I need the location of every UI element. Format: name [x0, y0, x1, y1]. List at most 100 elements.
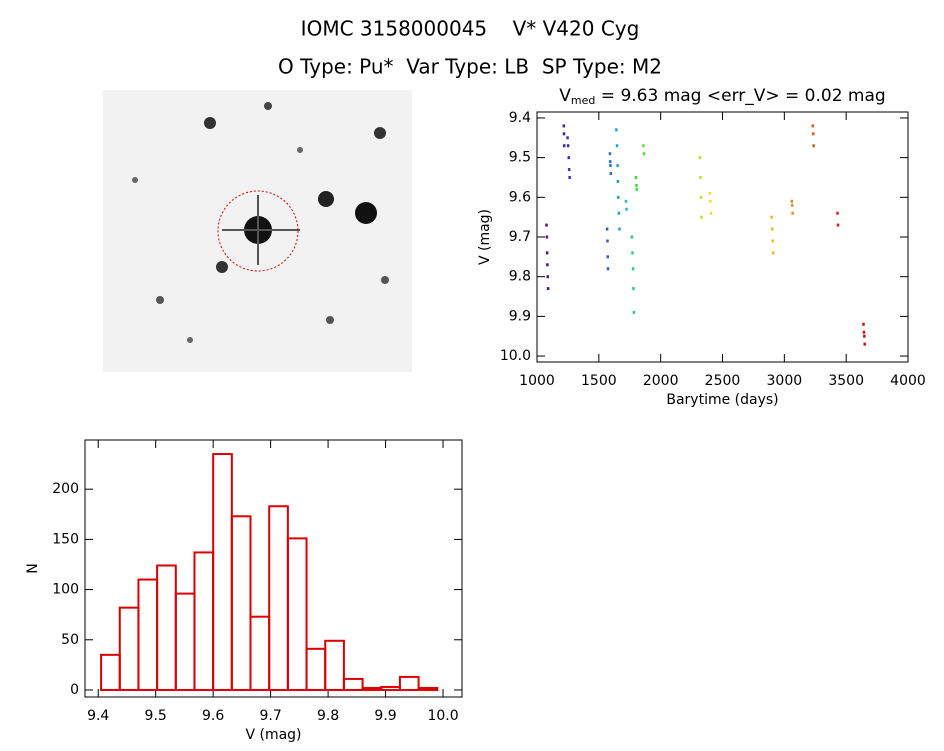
point — [811, 124, 815, 128]
point — [617, 195, 620, 199]
point — [790, 199, 794, 203]
y-tick-label: 100 — [52, 582, 79, 598]
x-tick-label: 3500 — [828, 373, 864, 389]
star — [204, 117, 216, 129]
star — [216, 261, 228, 273]
bar — [398, 675, 420, 691]
bar — [137, 578, 159, 691]
title-symbol: V — [559, 86, 571, 106]
point — [812, 132, 815, 136]
x-tick-label: 2500 — [705, 373, 741, 389]
point — [699, 175, 702, 179]
point — [615, 128, 618, 132]
point — [836, 211, 839, 215]
y-tick-label: 0 — [70, 682, 79, 698]
point — [608, 152, 612, 156]
x-tick-label: 9.5 — [145, 708, 167, 724]
point — [635, 183, 638, 187]
star — [264, 102, 272, 110]
x-tick-label: 4000 — [890, 373, 926, 389]
bar — [380, 685, 401, 691]
bar — [305, 647, 327, 691]
x-tick-label: 1500 — [581, 373, 617, 389]
y-tick-label: 9.9 — [509, 308, 531, 324]
star — [318, 191, 334, 207]
point — [606, 267, 610, 271]
y-tick-label: 200 — [52, 481, 79, 497]
point — [562, 132, 566, 136]
y-tick-label: 150 — [52, 531, 79, 547]
bar — [193, 551, 215, 691]
x-tick-label: 1000 — [519, 373, 555, 389]
subtitle-line: O Type: Pu* Var Type: LB SP Type: M2 — [278, 55, 662, 79]
point — [631, 267, 635, 271]
point — [634, 175, 638, 179]
point — [624, 199, 628, 203]
point — [616, 164, 619, 168]
title-line: IOMC 3158000045 V* V420 Cyg — [301, 17, 640, 41]
y-tick-label: 9.8 — [509, 269, 531, 285]
point — [862, 322, 865, 326]
point — [545, 223, 548, 227]
bar — [156, 564, 177, 691]
star — [326, 316, 334, 324]
point — [546, 275, 550, 279]
point — [698, 156, 702, 160]
title-text: = 9.63 mag <err_V> = 0.02 mag — [595, 86, 885, 106]
bar — [230, 515, 252, 691]
point — [642, 152, 646, 156]
point — [567, 156, 571, 160]
target-circle — [217, 190, 299, 272]
title-subscript: med — [571, 94, 595, 107]
point — [546, 263, 549, 267]
point — [566, 136, 569, 140]
point — [605, 227, 609, 231]
point — [545, 235, 549, 239]
y-tick-label: 50 — [61, 632, 79, 648]
point — [609, 164, 612, 168]
point — [606, 239, 609, 243]
bar — [174, 592, 196, 691]
plot-frame — [536, 111, 909, 363]
point — [862, 330, 866, 334]
point — [616, 179, 620, 183]
point — [635, 187, 639, 191]
point — [617, 211, 621, 215]
bar — [212, 453, 233, 691]
bar — [361, 686, 383, 691]
point — [770, 215, 773, 219]
bar — [324, 639, 345, 691]
point — [609, 172, 613, 176]
point — [608, 160, 612, 164]
y-tick-label: 9.5 — [509, 150, 531, 166]
point — [632, 287, 635, 291]
y-axis-label: N — [25, 563, 41, 573]
point — [863, 342, 866, 346]
y-axis-label: V (mag) — [477, 209, 493, 265]
x-tick-label: 2000 — [643, 373, 679, 389]
chart-title: Vmed = 9.63 mag <err_V> = 0.02 mag — [559, 86, 885, 107]
point — [615, 144, 619, 148]
point — [791, 211, 794, 215]
point — [771, 251, 775, 255]
x-tick-label: 9.8 — [317, 708, 339, 724]
point — [699, 195, 703, 199]
point — [708, 191, 712, 195]
bar — [100, 653, 121, 691]
x-tick-label: 9.7 — [259, 708, 281, 724]
bar — [342, 677, 364, 691]
point — [618, 227, 621, 231]
point — [545, 251, 549, 255]
point — [642, 144, 645, 148]
star — [381, 276, 389, 284]
star — [355, 202, 377, 224]
point — [771, 239, 775, 243]
star — [374, 127, 386, 139]
point — [566, 144, 570, 148]
star — [187, 337, 193, 343]
point — [606, 255, 609, 259]
bar — [417, 686, 439, 691]
point — [632, 310, 636, 314]
x-tick-label: 9.9 — [374, 708, 396, 724]
